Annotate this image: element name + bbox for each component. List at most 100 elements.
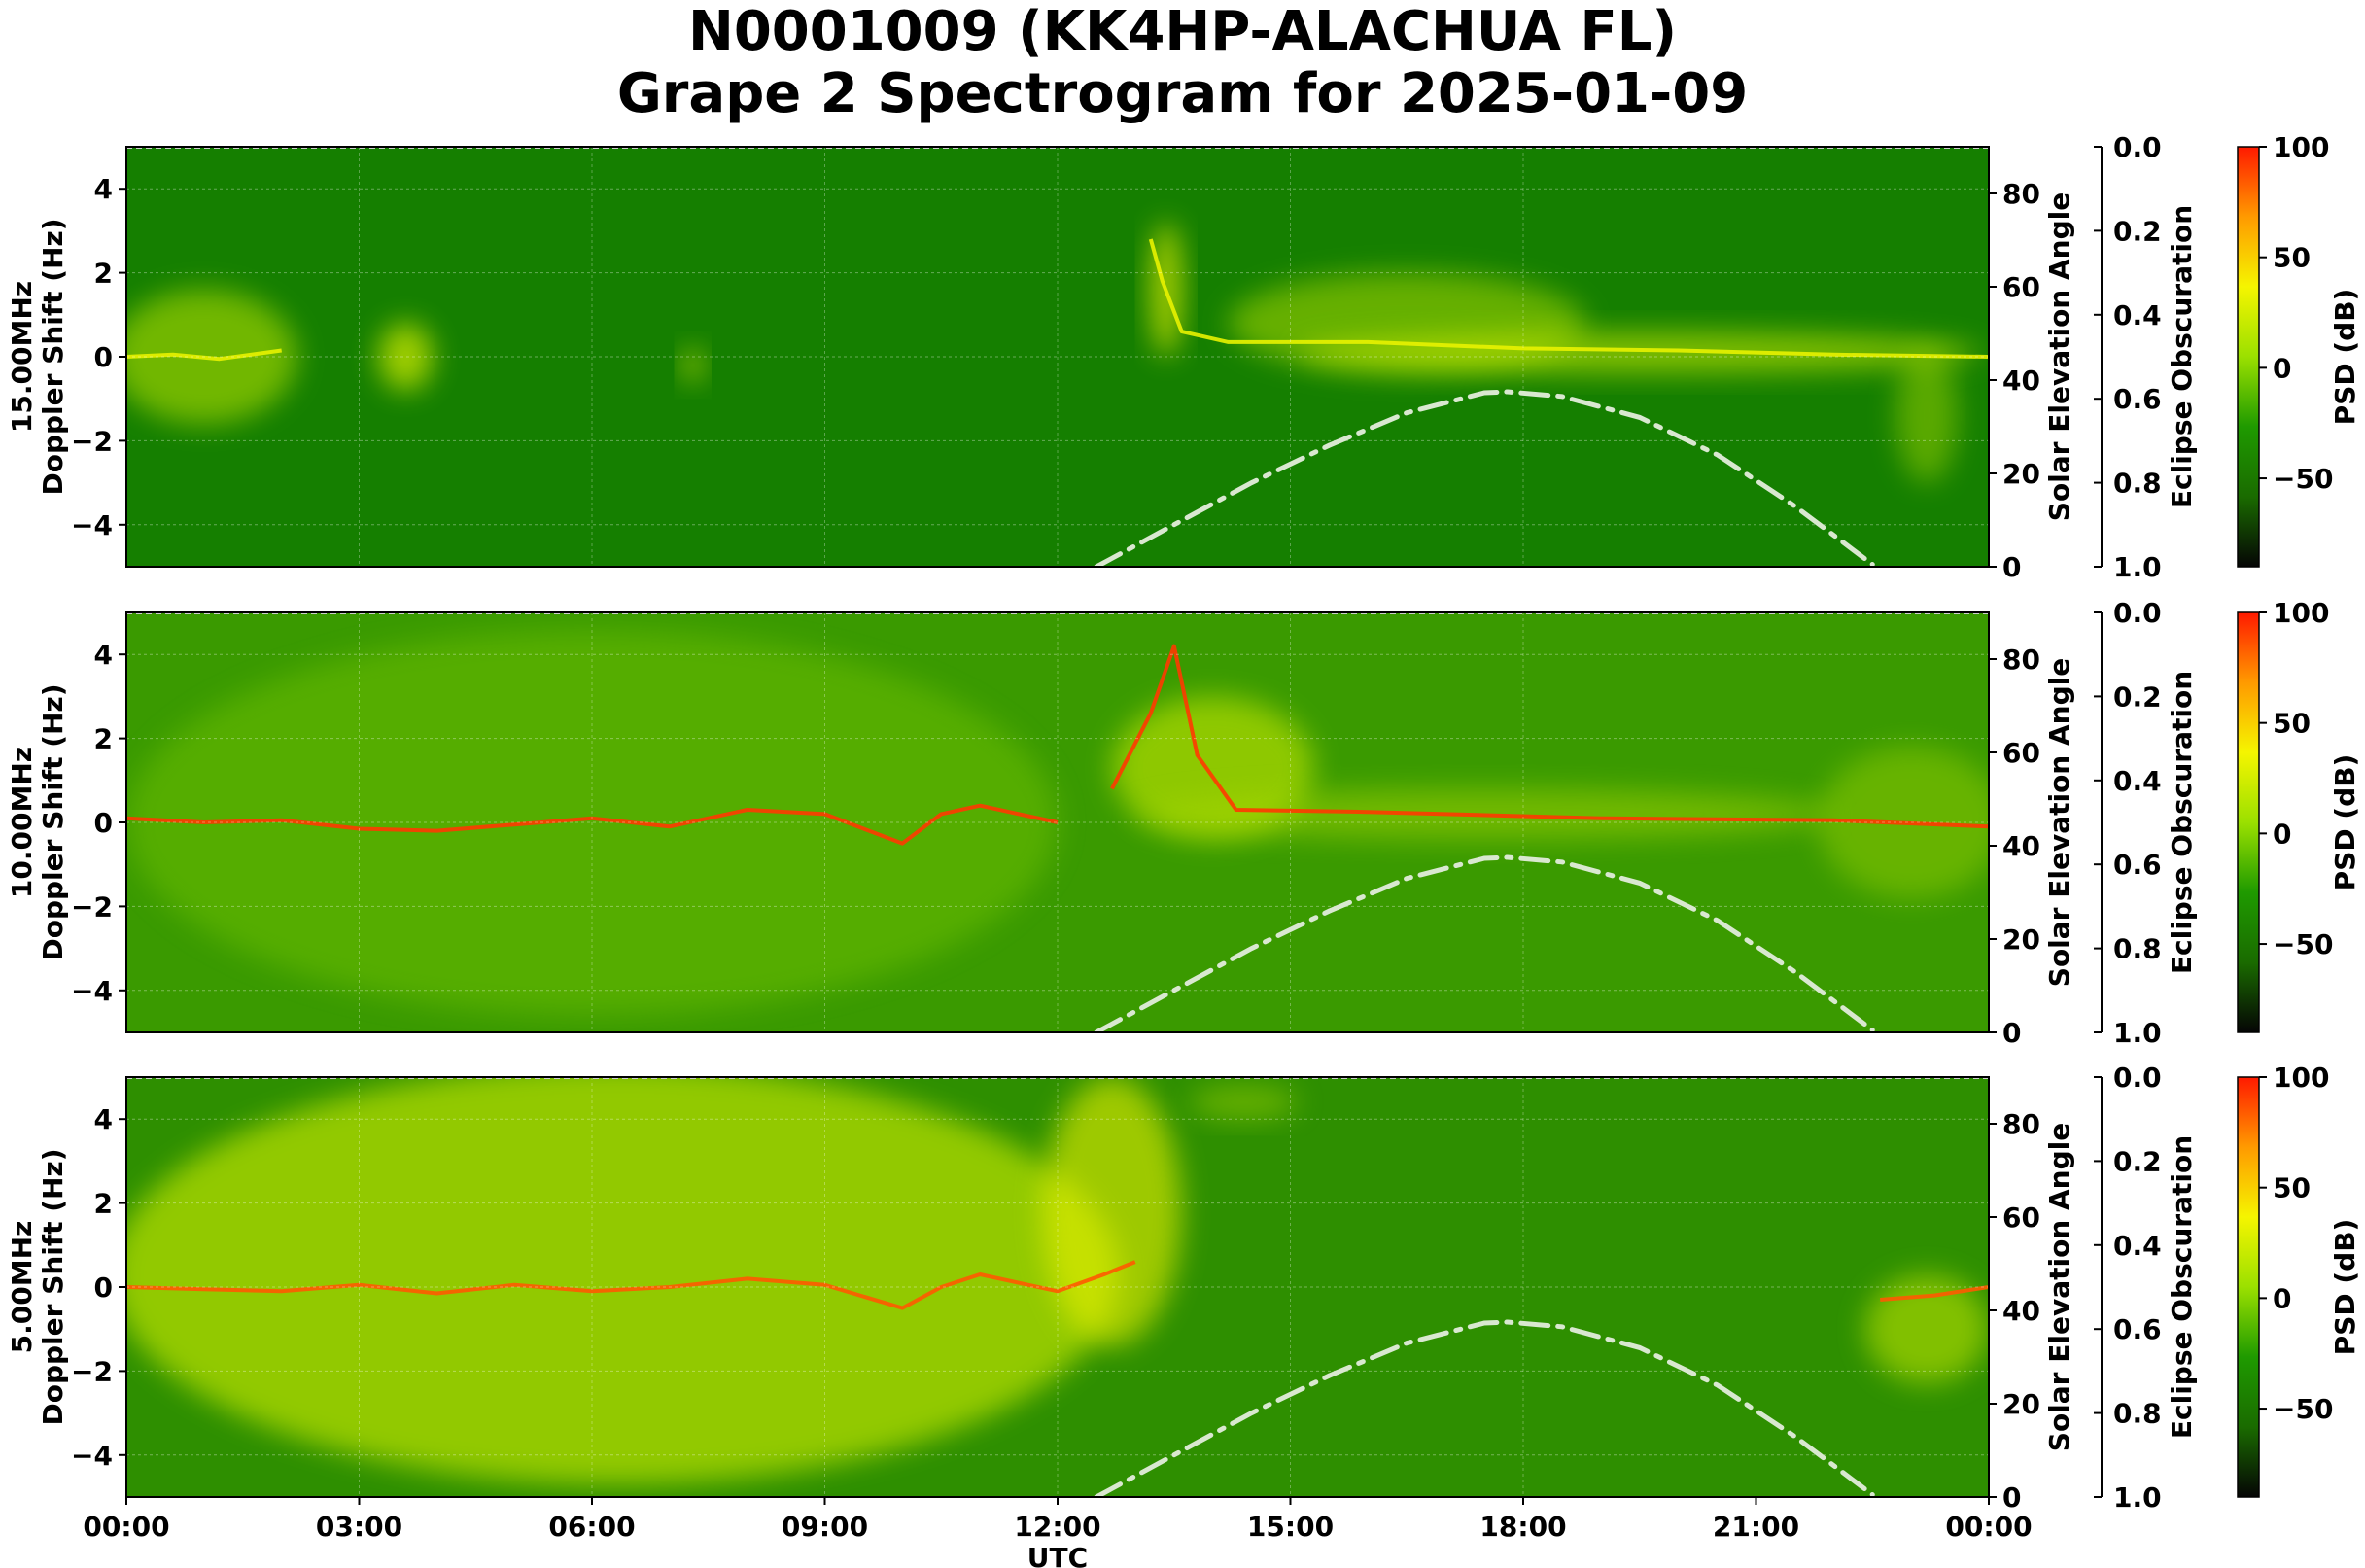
- y-tick-label: −4: [71, 975, 113, 1007]
- doppler-trace: [126, 803, 1059, 846]
- eclipse-tick-label: 0.2: [2113, 215, 2162, 247]
- elevation-tick-label: 40: [2002, 365, 2040, 397]
- x-tick-label: 06:00: [548, 1511, 635, 1543]
- elevation-tick-label: 80: [2002, 178, 2040, 210]
- x-tick-label: 00:00: [83, 1511, 169, 1543]
- eclipse-axis-label: Eclipse Obscuration: [2166, 205, 2198, 508]
- x-tick-label: 15:00: [1247, 1511, 1334, 1543]
- colorbar-5-00mhz: [2237, 1076, 2260, 1498]
- y-axis-label: Doppler Shift (Hz): [37, 218, 69, 495]
- solar-elevation-curve: [1094, 389, 1875, 567]
- x-tick-label: 00:00: [1945, 1511, 2032, 1543]
- elevation-tick-label: 0: [2002, 1481, 2021, 1514]
- elevation-tick-label: 20: [2002, 458, 2040, 490]
- eclipse-tick-label: 1.0: [2113, 1017, 2162, 1049]
- colorbar-label: PSD (dB): [2329, 289, 2361, 426]
- y-tick-label: 2: [94, 723, 113, 755]
- elevation-axis-label: Solar Elevation Angle: [2043, 658, 2075, 987]
- eclipse-tick-label: 0.4: [2113, 765, 2162, 797]
- elevation-tick-label: 80: [2002, 644, 2040, 676]
- eclipse-tick-label: 0.8: [2113, 468, 2162, 500]
- colorbar-label: PSD (dB): [2329, 1219, 2361, 1356]
- eclipse-tick-label: 0.6: [2113, 383, 2162, 415]
- signal-region: [1042, 1077, 1182, 1346]
- chart-title-line2: Grape 2 Spectrogram for 2025-01-09: [616, 62, 1749, 125]
- eclipse-tick-label: 0.2: [2113, 680, 2162, 713]
- y-tick-label: −4: [71, 509, 113, 541]
- eclipse-tick-label: 0.8: [2113, 933, 2162, 965]
- x-tick-label: 09:00: [782, 1511, 868, 1543]
- eclipse-tick-label: 0.6: [2113, 849, 2162, 881]
- y-tick-label: 2: [94, 258, 113, 290]
- eclipse-tick-label: 0.0: [2113, 1062, 2162, 1094]
- x-axis-label: UTC: [1027, 1542, 1088, 1568]
- eclipse-tick-label: 0.8: [2113, 1398, 2162, 1430]
- signal-region: [1895, 348, 1959, 483]
- signal-region: [1864, 1274, 1989, 1384]
- elevation-tick-label: 0: [2002, 1017, 2021, 1049]
- y-axis-label: Doppler Shift (Hz): [37, 683, 69, 960]
- y-tick-label: 2: [94, 1188, 113, 1220]
- signal-region: [126, 1077, 1120, 1484]
- y-tick-label: 0: [94, 807, 113, 839]
- eclipse-tick-label: 0.6: [2113, 1313, 2162, 1345]
- eclipse-tick-label: 1.0: [2113, 1481, 2162, 1514]
- doppler-trace: [1110, 644, 1989, 829]
- solar-elevation-curve: [1094, 1319, 1875, 1497]
- y-tick-label: 4: [94, 639, 113, 671]
- x-tick-label: 03:00: [316, 1511, 402, 1543]
- spectrogram-10-00mhz: [126, 612, 1989, 1032]
- elevation-tick-label: 60: [2002, 1202, 2040, 1234]
- doppler-trace: [1148, 238, 1989, 359]
- colorbar-tick-label: 100: [2273, 131, 2329, 163]
- colorbar-tick-label: 50: [2273, 242, 2311, 274]
- colorbar-label: PSD (dB): [2329, 754, 2361, 891]
- elevation-axis-label: Solar Elevation Angle: [2043, 192, 2075, 521]
- spectrogram-5-00mhz: [126, 1077, 1989, 1497]
- colorbar-tick-label: 50: [2273, 1172, 2311, 1204]
- x-tick-label: 18:00: [1479, 1511, 1566, 1543]
- eclipse-tick-label: 1.0: [2113, 551, 2162, 583]
- y-tick-label: −2: [71, 1355, 113, 1387]
- colorbar-tick-label: 100: [2273, 1062, 2329, 1094]
- x-tick-label: 12:00: [1014, 1511, 1100, 1543]
- panel-label-5-00mhz: 5.00MHz: [6, 1221, 38, 1354]
- elevation-axis-label: Solar Elevation Angle: [2043, 1123, 2075, 1451]
- eclipse-axis-label: Eclipse Obscuration: [2166, 1135, 2198, 1439]
- y-tick-label: −2: [71, 890, 113, 923]
- elevation-tick-label: 60: [2002, 737, 2040, 769]
- colorbar-tick-label: −50: [2273, 463, 2333, 495]
- colorbar-15-00mhz: [2237, 146, 2260, 568]
- eclipse-tick-label: 0.0: [2113, 597, 2162, 629]
- colorbar-tick-label: 0: [2273, 352, 2291, 384]
- elevation-tick-label: 60: [2002, 271, 2040, 303]
- colorbar-tick-label: 50: [2273, 708, 2311, 740]
- spectrogram-15-00mhz: [126, 147, 1989, 567]
- colorbar-tick-label: −50: [2273, 1393, 2333, 1425]
- signal-region: [126, 629, 1058, 1016]
- colorbar-tick-label: 0: [2273, 818, 2291, 850]
- eclipse-tick-label: 0.2: [2113, 1145, 2162, 1177]
- eclipse-axis-label: Eclipse Obscuration: [2166, 671, 2198, 974]
- elevation-tick-label: 40: [2002, 830, 2040, 862]
- y-tick-label: −4: [71, 1440, 113, 1472]
- elevation-tick-label: 20: [2002, 923, 2040, 956]
- eclipse-tick-label: 0.4: [2113, 299, 2162, 331]
- doppler-trace: [126, 1260, 1136, 1310]
- elevation-tick-label: 0: [2002, 551, 2021, 583]
- signal-region: [683, 348, 703, 382]
- y-axis-label: Doppler Shift (Hz): [37, 1148, 69, 1425]
- y-tick-label: 0: [94, 341, 113, 373]
- eclipse-tick-label: 0.0: [2113, 131, 2162, 163]
- signal-region: [1298, 331, 1982, 374]
- elevation-tick-label: 20: [2002, 1388, 2040, 1420]
- panel-label-10-00mhz: 10.00MHz: [6, 747, 38, 898]
- y-tick-label: 4: [94, 1103, 113, 1135]
- colorbar-tick-label: 0: [2273, 1282, 2291, 1314]
- signal-region: [378, 323, 434, 391]
- elevation-tick-label: 80: [2002, 1108, 2040, 1140]
- solar-elevation-curve: [1094, 854, 1875, 1032]
- y-tick-label: −2: [71, 425, 113, 457]
- colorbar-tick-label: 100: [2273, 597, 2329, 629]
